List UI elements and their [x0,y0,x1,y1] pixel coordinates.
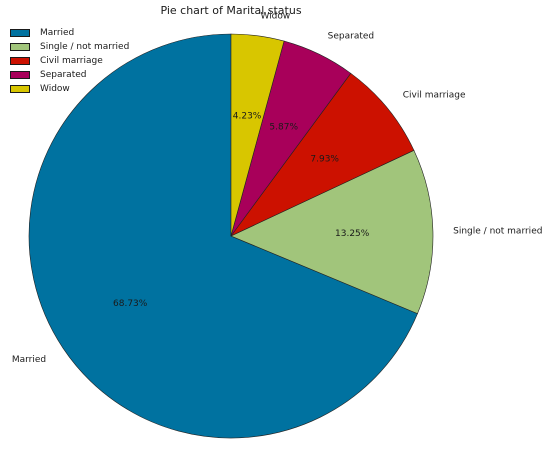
pie-labels: Married 68.73% Single / not married 13.25% C… [12,11,543,365]
legend-label-separated: Separated [40,70,87,80]
legend-swatch-widow [10,85,30,93]
legend-swatch-civil-marriage [10,57,30,65]
chart-title: Pie chart of Marital status [160,4,302,17]
legend-label-single: Single / not married [40,42,130,52]
legend-swatch-married [10,29,30,37]
slice-label-widow: Widow [260,11,290,21]
pie-slice-widow [230,33,285,237]
legend-swatch-separated [10,71,30,79]
slice-label-separated: Separated [328,31,374,41]
pie-slices [28,33,434,439]
slice-percent-widow: 4.23% [233,111,262,121]
legend-swatch-single [10,43,30,51]
legend-item-civil-marriage: Civil marriage [10,54,129,68]
pie-slice-married [28,33,418,439]
slice-label-civil-marriage: Civil marriage [403,91,466,101]
slice-percent-civil-marriage: 7.93% [310,155,339,165]
legend-item-widow: Widow [10,82,129,96]
slice-percent-separated: 5.87% [269,122,298,132]
legend-item-separated: Separated [10,68,129,82]
legend-item-married: Married [10,26,129,40]
slice-percent-single-not-married: 13.25% [335,229,370,239]
pie-slice-single-not-married [230,149,434,315]
legend-label-widow: Widow [40,84,70,94]
pie-slice-civil-marriage [230,72,415,237]
legend-label-married: Married [40,28,75,38]
slice-label-single-not-married: Single / not married [453,227,542,237]
legend: Married Single / not married Civil marri… [10,26,129,96]
legend-label-civil-marriage: Civil marriage [40,56,103,66]
slice-label-married: Married [12,355,46,365]
legend-item-single: Single / not married [10,40,129,54]
slice-percent-married: 68.73% [113,299,148,309]
